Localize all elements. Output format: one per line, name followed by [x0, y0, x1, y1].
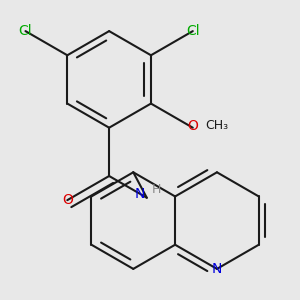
- Text: O: O: [188, 119, 198, 133]
- Text: O: O: [62, 193, 73, 207]
- Text: Cl: Cl: [186, 24, 200, 38]
- Text: N: N: [212, 262, 222, 276]
- Text: CH₃: CH₃: [206, 119, 229, 132]
- Text: H: H: [152, 183, 161, 196]
- Text: Cl: Cl: [19, 24, 32, 38]
- Text: N: N: [134, 187, 145, 201]
